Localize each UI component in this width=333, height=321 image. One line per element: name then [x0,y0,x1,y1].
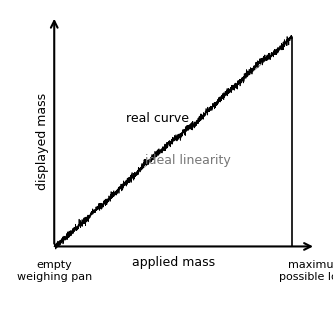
Text: ideal linearity: ideal linearity [145,154,230,167]
Text: empty
weighing pan: empty weighing pan [17,260,92,282]
Text: maximum
possible load: maximum possible load [279,260,333,282]
Text: applied mass: applied mass [132,256,215,269]
Text: displayed mass: displayed mass [36,93,49,190]
Text: real curve: real curve [126,112,188,125]
